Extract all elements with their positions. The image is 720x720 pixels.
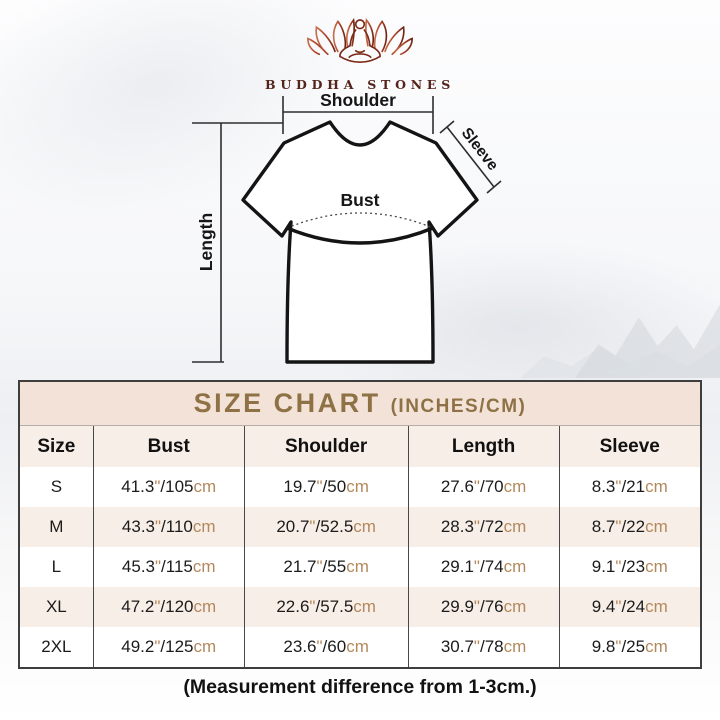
measurement-cell: 20.7 "/52.5 cm	[243, 507, 408, 547]
measurement-cell: 28.3 "/72 cm	[407, 507, 559, 547]
column-header: Sleeve	[558, 426, 700, 467]
size-cell: 2XL	[41, 637, 72, 656]
brand-header: BUDDHA STONES	[0, 10, 720, 92]
size-cell: S	[50, 477, 63, 496]
brand-name: BUDDHA STONES	[265, 77, 455, 92]
measurement-cell: 22.6 "/57.5 cm	[243, 587, 408, 627]
measurement-cell: 47.2 "/120 cm	[92, 587, 244, 627]
measurement-cell: 21.7 "/55 cm	[243, 547, 408, 587]
column-header: Shoulder	[243, 426, 408, 467]
diagram-label-length: Length	[196, 213, 216, 271]
diagram-label-bust: Bust	[341, 190, 380, 210]
table-row: 2XL 49.2 "/125 cm 23.6 "/60 cm 30.7 "/78 cm 9.8 "/2…	[20, 627, 700, 667]
size-chart: SIZE CHART (INCHES/CM) Size Bust Shoulder L…	[18, 380, 702, 669]
table-row: XL 47.2 "/120 cm 22.6 "/57.5 cm 29.9 "/76 cm 9.4 " /…	[20, 587, 700, 627]
table-row: L 45.3 "/115 cm 21.7 "/55 cm 29.1 "/74 cm 9.1 "/23 c…	[20, 547, 700, 587]
size-chart-title-units: (INCHES/CM)	[390, 396, 527, 417]
measurement-cell: 9.4 "/24 cm	[558, 587, 700, 627]
measurement-cell: 9.8 "/25 cm	[558, 627, 700, 667]
measurement-cell: 9.1 "/23 cm	[558, 547, 700, 587]
column-header: Size	[37, 435, 76, 457]
measurement-cell: 41.3 "/105 cm	[92, 467, 244, 507]
diagram-label-shoulder: Shoulder	[320, 90, 396, 110]
measurement-cell: 45.3 "/115 cm	[92, 547, 244, 587]
measurement-cell: 27.6 "/70 cm	[407, 467, 559, 507]
sleeve-end-tick	[486, 180, 502, 194]
lotus-meditation-logo-icon	[307, 18, 413, 63]
measurement-cell: 29.1 "/74 cm	[407, 547, 559, 587]
column-header: Length	[407, 426, 559, 467]
table-row: M 43.3 "/110 cm 20.7 "/52.5 cm 28.3 "/72 cm 8.7 "/2…	[20, 507, 700, 547]
size-cell: M	[49, 517, 64, 536]
size-table-header: Size Bust Shoulder Length Sleeve	[20, 426, 700, 467]
measurement-cell: 29.9 "/76 cm	[407, 587, 559, 627]
measurement-cell: 8.7 "/22 cm	[558, 507, 700, 547]
sleeve-measure-line	[446, 126, 495, 188]
bust-curve	[286, 226, 434, 245]
measurement-note: (Measurement difference from 1-3cm.)	[183, 676, 537, 698]
measurement-cell: 43.3 "/110 cm	[92, 507, 244, 547]
tshirt-measurement-diagram: Length Shoulder Sleeve Bust	[192, 90, 502, 364]
measurement-cell: 19.7 "/50 cm	[243, 467, 408, 507]
size-table-body: S 41.3 "/105 cm 19.7 "/50 cm 27.6 "/70 cm 8.3 "/21 c…	[20, 467, 700, 667]
size-cell: L	[51, 557, 62, 576]
size-chart-title-main: SIZE CHART	[193, 388, 381, 418]
column-header: Bust	[92, 426, 244, 467]
measurement-cell: 49.2 "/125 cm	[92, 627, 244, 667]
size-chart-title: SIZE CHART (INCHES/CM)	[20, 382, 700, 426]
measurement-cell: 8.3 "/21 cm	[558, 467, 700, 507]
table-row: S 41.3 "/105 cm 19.7 "/50 cm 27.6 "/70 cm 8.3 "/21 c…	[20, 467, 700, 507]
measurement-cell: 23.6 "/60 cm	[243, 627, 408, 667]
measurement-cell: 30.7 "/78 cm	[407, 627, 559, 667]
size-cell: XL	[45, 597, 67, 616]
